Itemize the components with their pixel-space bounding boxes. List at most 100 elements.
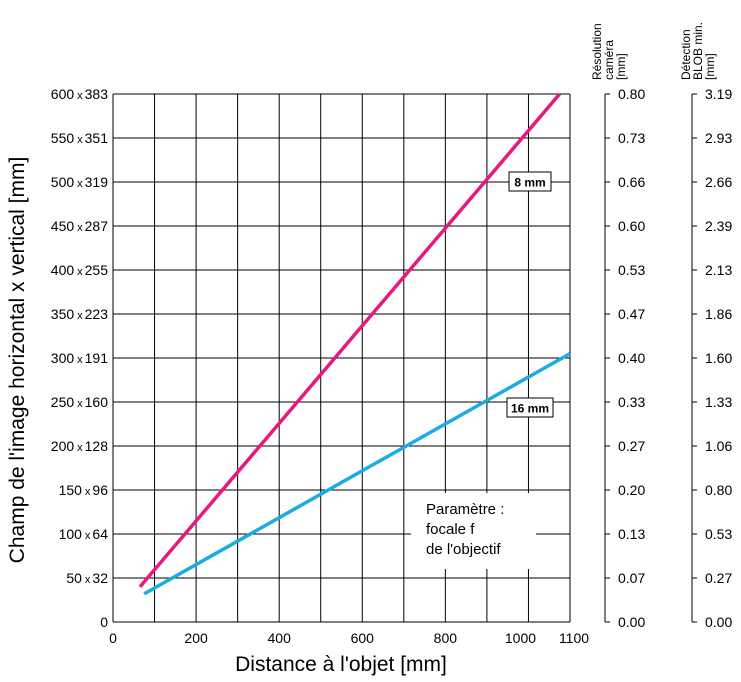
x-tick-label: 800: [434, 630, 458, 646]
y-tick-times: x: [77, 222, 83, 234]
y-tick-horizontal: 400: [51, 262, 75, 278]
secondary-axis-tick-label: 3.19: [705, 86, 732, 102]
x-tick-label: 600: [351, 630, 375, 646]
y-tick-horizontal: 550: [51, 130, 75, 146]
y-tick-vertical: 319: [85, 174, 109, 190]
y-tick-times: x: [77, 178, 83, 190]
secondary-axis-header: [mm]: [703, 53, 717, 80]
y-tick-horizontal: 600: [51, 86, 75, 102]
series-label-box: [508, 171, 552, 192]
secondary-axis-tick-label: 1.86: [705, 306, 732, 322]
secondary-axis-tick-label: 0.07: [618, 570, 645, 586]
series-label: 8 mm: [514, 176, 545, 190]
annotation-box: [411, 493, 536, 569]
y-tick-label: 500 x 319: [51, 174, 108, 190]
secondary-axis-header: BLOB min.: [691, 22, 705, 80]
y-tick-vertical: 287: [85, 218, 109, 234]
y-tick-label: 450 x 287: [51, 218, 108, 234]
series-label-box: [506, 397, 554, 418]
y-tick-label: 600 x 383: [51, 86, 108, 102]
secondary-axis-tick-label: 1.33: [705, 394, 732, 410]
series-label: 16 mm: [511, 402, 549, 416]
annotation-text: Paramètre :: [426, 501, 504, 518]
y-tick-horizontal: 300: [51, 350, 75, 366]
series-line-8mm: [138, 92, 561, 588]
y-tick-vertical: 191: [85, 350, 109, 366]
y-tick-label: 0: [100, 614, 108, 630]
y-tick-vertical: 96: [92, 482, 108, 498]
secondary-axis-tick-label: 0.80: [705, 482, 732, 498]
y-tick-label: 350 x 223: [51, 306, 108, 322]
y-tick-times: x: [77, 90, 83, 102]
secondary-axis-tick-label: 0.66: [618, 174, 645, 190]
x-tick-label: 0: [109, 630, 117, 646]
secondary-axis-tick-label: 0.20: [618, 482, 645, 498]
secondary-axis-tick-label: 2.66: [705, 174, 732, 190]
secondary-axis-header: caméra: [602, 40, 616, 80]
secondary-axis-tick-label: 0.27: [618, 438, 645, 454]
secondary-axis-tick-label: 0.33: [618, 394, 645, 410]
y-tick-times: x: [77, 442, 83, 454]
secondary-axis-header: Résolution: [590, 23, 604, 80]
x-tick-label: 1000: [505, 630, 536, 646]
secondary-axis-tick-label: 2.13: [705, 262, 732, 278]
x-tick-label: 1100: [559, 630, 589, 646]
y-tick-times: x: [77, 354, 83, 366]
annotation-text: focale f: [426, 521, 475, 538]
secondary-axis-tick-label: 0.80: [618, 86, 645, 102]
secondary-axis-header: Détection: [679, 29, 693, 80]
y-tick-times: x: [77, 266, 83, 278]
y-tick-times: x: [85, 574, 91, 586]
y-tick-label: 50 x 32: [66, 570, 108, 586]
x-tick-label: 400: [268, 630, 292, 646]
secondary-axis-tick-label: 0.27: [705, 570, 732, 586]
secondary-axis-tick-label: 0.13: [618, 526, 645, 542]
y-tick-horizontal: 100: [59, 526, 83, 542]
y-tick-vertical: 128: [85, 438, 109, 454]
y-tick-times: x: [77, 398, 83, 410]
y-tick-horizontal: 350: [51, 306, 75, 322]
y-tick-vertical: 32: [92, 570, 108, 586]
y-tick-horizontal: 450: [51, 218, 75, 234]
annotation-text: de l'objectif: [426, 541, 501, 558]
y-tick-vertical: 383: [85, 86, 109, 102]
secondary-axis-tick-label: 0.00: [705, 614, 732, 630]
secondary-axis-tick-label: 2.93: [705, 130, 732, 146]
y-tick-horizontal: 500: [51, 174, 75, 190]
secondary-axis-tick-label: 1.06: [705, 438, 732, 454]
y-tick-label: 400 x 255: [51, 262, 108, 278]
y-tick-vertical: 351: [85, 130, 109, 146]
secondary-axis-tick-label: 2.39: [705, 218, 732, 234]
secondary-axis-tick-label: 0.53: [618, 262, 645, 278]
secondary-axis-header: [mm]: [614, 53, 628, 80]
secondary-axis-tick-label: 0.53: [705, 526, 732, 542]
y-tick-label: 300 x 191: [51, 350, 108, 366]
y-axis-label: Champ de l'image horizontal x vertical […: [6, 157, 29, 564]
y-tick-label: 200 x 128: [51, 438, 108, 454]
y-tick-label: 150 x 96: [59, 482, 109, 498]
y-tick-horizontal: 50: [66, 570, 82, 586]
y-tick-horizontal: 200: [51, 438, 75, 454]
secondary-axis-tick-label: 0.40: [618, 350, 645, 366]
y-tick-vertical: 223: [85, 306, 109, 322]
series-lines: 8 mm 16 mm: [138, 92, 571, 596]
secondary-axis-tick-label: 0.00: [618, 614, 645, 630]
y-tick-label: 550 x 351: [51, 130, 108, 146]
y-tick-horizontal: 250: [51, 394, 75, 410]
y-tick-label: 250 x 160: [51, 394, 108, 410]
secondary-axis-tick-label: 0.60: [618, 218, 645, 234]
annotations: Paramètre : focale f de l'objectif: [411, 493, 536, 569]
series-line-16mm: [143, 352, 571, 596]
y-tick-times: x: [85, 486, 91, 498]
secondary-axes: 0.00 0.07 0.13 0.20 0.27 0.33 0.40 0.47 0.53 0.60…: [590, 22, 732, 630]
secondary-axis-tick-label: 0.73: [618, 130, 645, 146]
y-tick-times: x: [85, 530, 91, 542]
x-axis-label: Distance à l'objet [mm]: [235, 653, 447, 676]
y-tick-vertical: 255: [85, 262, 109, 278]
y-tick-label: 100 x 64: [59, 526, 109, 542]
secondary-axis-tick-label: 1.60: [705, 350, 732, 366]
y-tick-horizontal: 150: [59, 482, 83, 498]
y-tick-times: x: [77, 134, 83, 146]
